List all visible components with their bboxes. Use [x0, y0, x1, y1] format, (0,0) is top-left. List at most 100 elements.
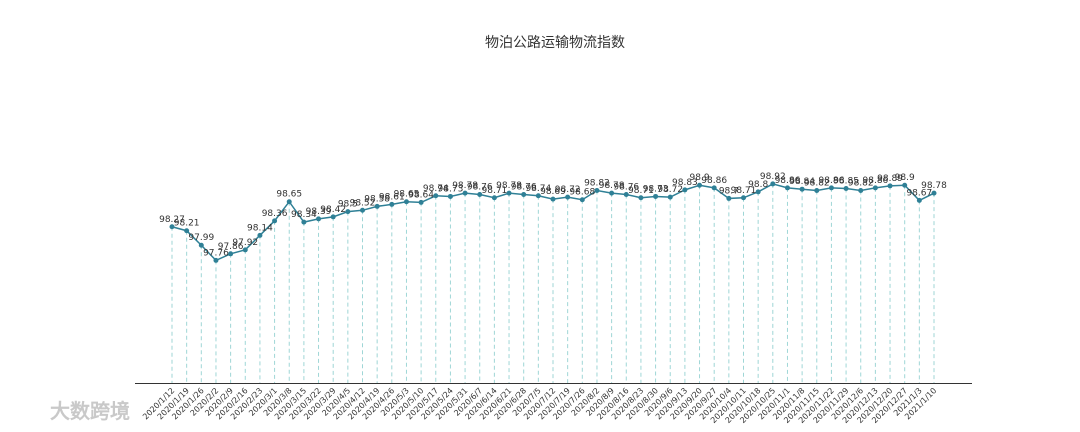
- point: [535, 193, 541, 199]
- data-label: 98.68: [569, 188, 595, 198]
- data-label: 98.82: [848, 179, 874, 189]
- point: [242, 247, 248, 253]
- point: [916, 197, 922, 203]
- data-label: 98.65: [394, 190, 420, 200]
- point: [623, 191, 629, 197]
- point: [667, 194, 673, 200]
- point: [872, 185, 878, 191]
- data-label: 98.85: [833, 177, 859, 187]
- point: [887, 183, 893, 189]
- point: [477, 191, 483, 197]
- point: [433, 193, 439, 199]
- point: [711, 185, 717, 191]
- point: [726, 195, 732, 201]
- point: [858, 188, 864, 194]
- point: [506, 190, 512, 196]
- point: [638, 195, 644, 201]
- data-label: 98.65: [276, 190, 302, 200]
- point: [609, 190, 615, 196]
- data-label: 98.71: [731, 186, 757, 196]
- data-label: 98.71: [482, 186, 508, 196]
- point: [184, 228, 190, 234]
- data-label: 98.58: [364, 194, 390, 204]
- data-label: 98.89: [877, 174, 903, 184]
- data-label: 98.73: [438, 184, 464, 194]
- data-label: 98.34: [291, 210, 317, 220]
- data-label: 98.61: [379, 192, 405, 202]
- data-label: 98.72: [657, 185, 683, 195]
- data-label: 98.82: [584, 179, 610, 189]
- data-label: 98.14: [247, 223, 273, 233]
- data-label: 98.82: [804, 179, 830, 189]
- data-label: 98.86: [775, 176, 801, 186]
- point: [653, 193, 659, 199]
- data-label: 98.7: [719, 186, 739, 196]
- data-label: 98.5: [338, 200, 358, 210]
- point: [213, 257, 219, 263]
- point: [741, 195, 746, 201]
- data-label: 98.42: [320, 205, 346, 215]
- point: [814, 188, 820, 194]
- point: [594, 188, 600, 194]
- data-label: 97.99: [188, 233, 214, 243]
- data-label: 98.78: [599, 181, 625, 191]
- point: [550, 196, 556, 202]
- point: [360, 207, 365, 213]
- point: [565, 194, 571, 200]
- point: [345, 209, 351, 215]
- point: [301, 219, 307, 225]
- point: [198, 242, 204, 248]
- data-label: 98.67: [906, 188, 932, 198]
- data-label: 98.74: [525, 184, 551, 194]
- point: [828, 185, 834, 191]
- data-label: 98.84: [789, 177, 815, 187]
- data-label: 98.52: [350, 198, 376, 208]
- data-label: 98.36: [262, 209, 288, 219]
- data-label: 98.76: [511, 182, 537, 192]
- data-label: 98.64: [408, 190, 434, 200]
- point: [169, 224, 175, 230]
- data-label: 98.72: [555, 185, 581, 195]
- point: [389, 201, 395, 207]
- point: [902, 182, 908, 188]
- point: [462, 190, 468, 196]
- point: [330, 214, 336, 220]
- data-label: 98.73: [643, 184, 669, 194]
- data-label: 98.9: [895, 173, 915, 183]
- data-label: 98.86: [701, 176, 727, 186]
- point: [697, 182, 703, 188]
- point: [447, 193, 453, 199]
- point: [316, 216, 322, 222]
- data-label: 98.78: [452, 181, 478, 191]
- data-label: 98.9: [690, 173, 710, 183]
- data-label: 98.76: [613, 182, 639, 192]
- data-label: 97.86: [218, 242, 244, 252]
- data-label: 98.27: [159, 215, 185, 225]
- point: [272, 218, 278, 224]
- data-label: 98.83: [672, 178, 698, 188]
- data-label: 98.92: [760, 172, 786, 182]
- point: [843, 186, 849, 192]
- data-label: 98.8: [748, 180, 768, 190]
- chart-title: 物泊公路运输物流指数: [485, 35, 625, 51]
- point: [755, 189, 761, 195]
- data-label: 98.86: [819, 176, 845, 186]
- point: [799, 186, 805, 192]
- point: [579, 197, 585, 203]
- point: [931, 190, 937, 196]
- point: [418, 199, 424, 205]
- data-label: 98.78: [496, 181, 522, 191]
- watermark: 大数跨境: [50, 399, 130, 423]
- data-label: 98.69: [540, 187, 566, 197]
- data-label: 97.76: [203, 248, 229, 258]
- point: [784, 185, 790, 191]
- data-label: 97.92: [232, 238, 258, 248]
- point: [286, 199, 292, 205]
- point: [770, 181, 776, 187]
- data-label: 98.78: [921, 181, 947, 191]
- data-label: 98.76: [467, 182, 493, 192]
- point: [682, 187, 688, 193]
- data-label: 98.21: [174, 219, 200, 229]
- point: [521, 191, 527, 197]
